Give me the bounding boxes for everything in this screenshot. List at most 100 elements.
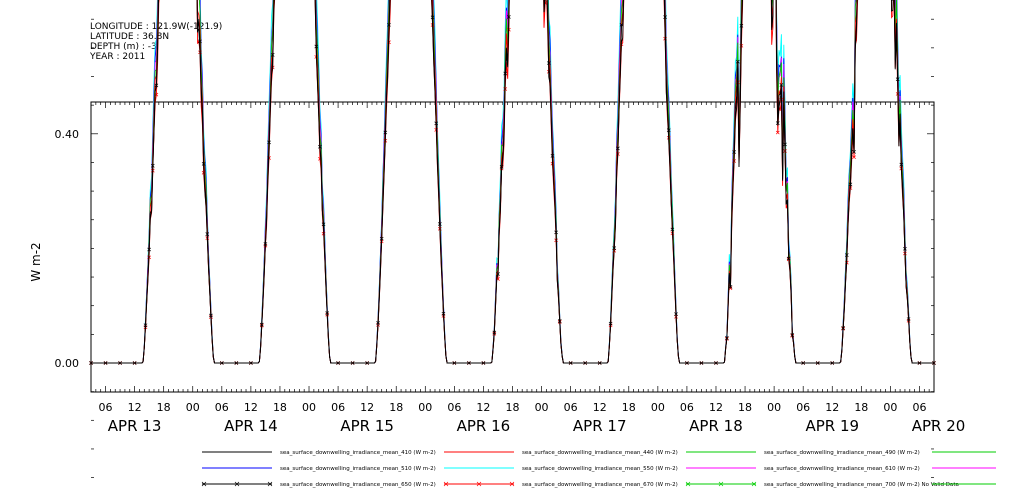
- x-tick-label: 06: [331, 401, 345, 414]
- series-marker: [154, 83, 159, 88]
- series-marker: [917, 361, 922, 365]
- series-marker: [852, 155, 856, 160]
- series-marker: [219, 361, 224, 365]
- series-marker: [259, 322, 264, 327]
- legend-entry: sea_surface_downwelling_irradiance_mean_…: [522, 482, 678, 488]
- series-marker: [735, 59, 740, 64]
- series-marker: [434, 121, 439, 126]
- y-tick-labels: 0.000.400.801.201.60: [55, 128, 80, 370]
- x-day-label: APR 20: [912, 417, 966, 435]
- x-tick-label: 18: [854, 401, 868, 414]
- legend-entry: sea_surface_downwelling_irradiance_mean_…: [522, 450, 678, 456]
- x-tick-label: 18: [622, 401, 636, 414]
- x-day-label: APR 16: [457, 417, 511, 435]
- series-marker: [786, 256, 791, 261]
- header-depth: DEPTH (m) : -3: [90, 42, 157, 52]
- series-marker: [616, 146, 620, 151]
- x-tick-label: 12: [128, 401, 142, 414]
- legend-entry: sea_surface_downwelling_irradiance_mean_…: [764, 466, 920, 472]
- series-marker: [903, 246, 907, 251]
- x-tick-label: 00: [767, 401, 781, 414]
- series-marker: [550, 154, 555, 158]
- series-line-3: [91, 0, 934, 364]
- series-marker: [674, 312, 678, 316]
- series-marker: [779, 83, 784, 87]
- x-tick-label: 12: [476, 401, 490, 414]
- legend-entry: sea_surface_downwelling_irradiance_mean_…: [764, 450, 920, 456]
- series-marker: [906, 317, 911, 321]
- x-tick-label: 06: [912, 401, 926, 414]
- series-marker: [895, 77, 900, 82]
- legend-marker: [718, 481, 724, 487]
- legend-entry: sea_surface_downwelling_irradiance_mean_…: [280, 482, 436, 488]
- y-tick-label: 0.00: [55, 357, 80, 370]
- series-marker: [728, 285, 733, 289]
- series-marker: [546, 61, 551, 65]
- y-tick-label: 0.40: [55, 128, 80, 141]
- series-marker: [249, 361, 253, 365]
- series-marker: [205, 232, 210, 236]
- x-day-label: APR 15: [340, 417, 394, 435]
- series-marker: [201, 161, 206, 166]
- series-marker: [844, 253, 849, 257]
- x-tick-label: 06: [680, 401, 694, 414]
- metadata-header: LONGITUDE : 121.9W(-121.9) LATITUDE : 36…: [90, 22, 222, 62]
- x-day-label: APR 17: [573, 417, 627, 435]
- legend-marker: [201, 481, 207, 487]
- x-tick-label: 12: [709, 401, 723, 414]
- x-day-label: APR 18: [689, 417, 743, 435]
- series-marker: [492, 330, 497, 335]
- x-tick-label: 06: [215, 401, 229, 414]
- series-marker: [801, 361, 806, 365]
- legend-marker: [476, 481, 482, 487]
- series-marker: [899, 162, 904, 167]
- series-line-2: [91, 0, 934, 364]
- series-marker: [147, 247, 151, 252]
- x-tick-label: 00: [535, 401, 549, 414]
- x-tick-label: 18: [157, 401, 171, 414]
- series-marker: [666, 128, 671, 133]
- series-marker: [437, 222, 442, 226]
- series-marker: [263, 242, 268, 246]
- legend-entry: sea_surface_downwelling_irradiance_mean_…: [764, 482, 959, 488]
- series-marker: [132, 361, 137, 365]
- series-line-6: [91, 0, 934, 364]
- series-line-1: [91, 0, 934, 364]
- series-marker: [932, 361, 936, 365]
- legend-marker: [685, 481, 691, 487]
- series-marker: [383, 130, 388, 135]
- series-line-0: [91, 0, 934, 364]
- series-marker: [815, 361, 820, 365]
- header-latitude: LATITUDE : 36.8N: [90, 32, 170, 42]
- x-tick-label: 12: [360, 401, 374, 414]
- series-marker: [376, 321, 380, 325]
- series-marker: [732, 150, 736, 154]
- x-tick-label: 18: [273, 401, 287, 414]
- series-marker: [608, 321, 613, 326]
- legend-entry: sea_surface_downwelling_irradiance_mean_…: [280, 450, 436, 456]
- series-marker: [325, 311, 330, 315]
- series-marker: [150, 163, 155, 168]
- series-marker: [350, 361, 355, 365]
- legend-marker: [234, 481, 240, 487]
- series-marker: [685, 361, 689, 365]
- series-marker: [670, 227, 675, 232]
- legend-marker: [751, 481, 757, 487]
- series-marker: [430, 15, 435, 20]
- series-marker: [663, 15, 667, 19]
- legend-entry: sea_surface_downwelling_irradiance_mean_…: [522, 466, 678, 472]
- x-tick-label: 06: [564, 401, 578, 414]
- series-marker: [481, 361, 486, 365]
- legend-marker: [509, 481, 515, 487]
- x-tick-label: 00: [302, 401, 316, 414]
- series-marker: [143, 323, 148, 328]
- x-tick-label: 18: [738, 401, 752, 414]
- legend-marker: [267, 481, 273, 487]
- series-marker: [597, 361, 602, 365]
- header-year: YEAR : 2011: [90, 52, 146, 62]
- legend-entry: sea_surface_downwelling_irradiance_mean_…: [280, 466, 436, 472]
- series-line-5: [91, 0, 934, 364]
- series-marker: [725, 336, 729, 340]
- series-marker: [612, 246, 617, 250]
- x-day-label: APR 14: [224, 417, 278, 435]
